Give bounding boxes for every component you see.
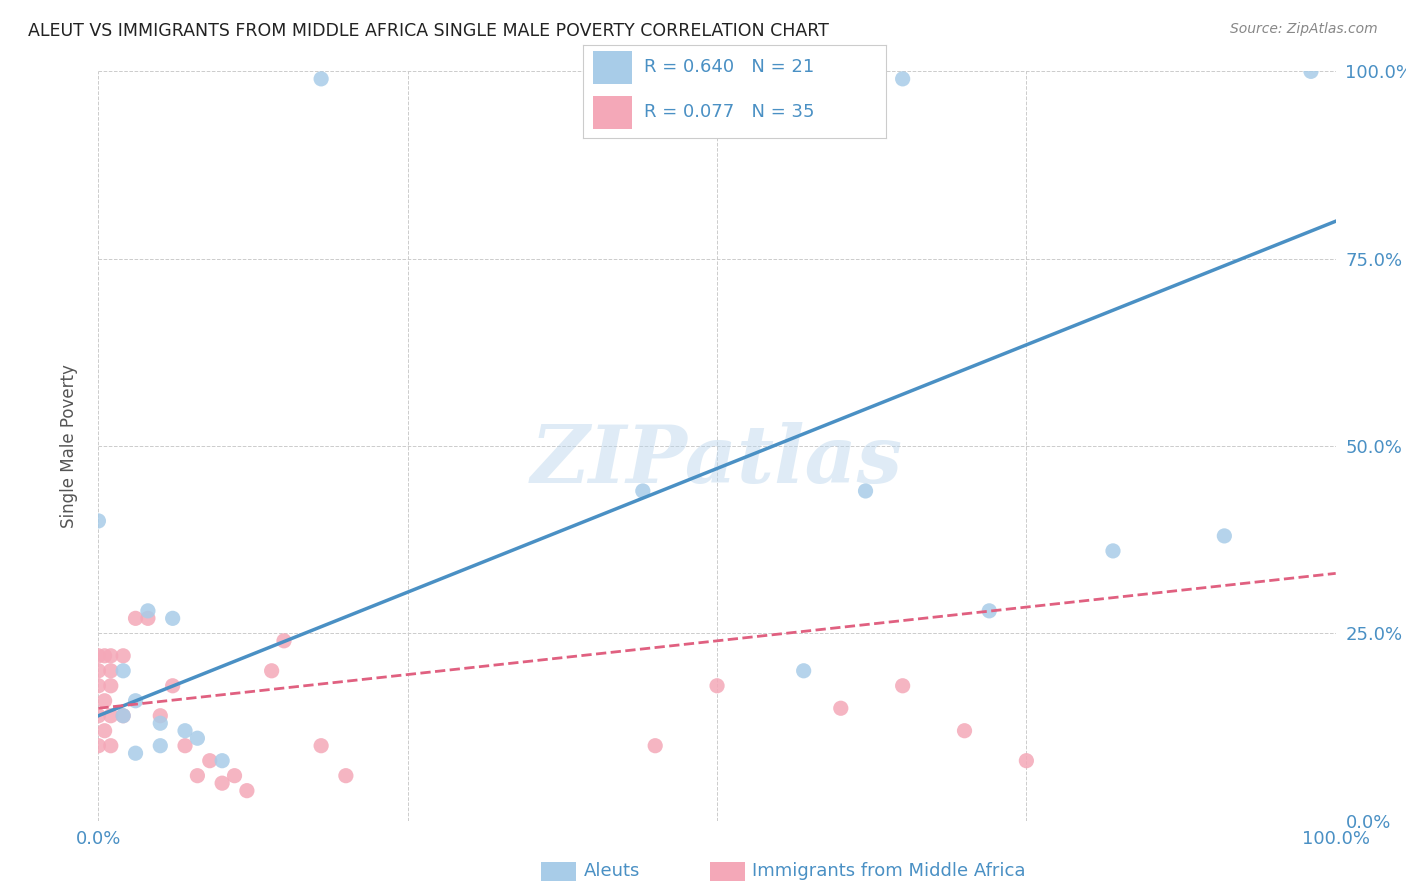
Y-axis label: Single Male Poverty: Single Male Poverty: [59, 364, 77, 528]
Point: [112, 708, 135, 723]
Point: [87, 739, 110, 753]
Point: [1213, 529, 1236, 543]
Point: [124, 611, 146, 625]
Point: [186, 731, 208, 746]
Point: [953, 723, 976, 738]
Point: [149, 739, 172, 753]
Point: [112, 708, 135, 723]
FancyBboxPatch shape: [592, 96, 631, 129]
Point: [87, 664, 110, 678]
Point: [273, 633, 295, 648]
Point: [174, 739, 197, 753]
Point: [93, 723, 115, 738]
Point: [124, 746, 146, 760]
Point: [112, 664, 135, 678]
Point: [260, 664, 283, 678]
Point: [93, 694, 115, 708]
Text: ZIPatlas: ZIPatlas: [531, 422, 903, 500]
Point: [830, 701, 852, 715]
Text: ALEUT VS IMMIGRANTS FROM MIDDLE AFRICA SINGLE MALE POVERTY CORRELATION CHART: ALEUT VS IMMIGRANTS FROM MIDDLE AFRICA S…: [28, 22, 830, 40]
Point: [100, 664, 122, 678]
Point: [100, 679, 122, 693]
Point: [1299, 64, 1322, 78]
Point: [309, 71, 332, 86]
Point: [1015, 754, 1038, 768]
Text: R = 0.640   N = 21: R = 0.640 N = 21: [644, 58, 814, 76]
Point: [100, 708, 122, 723]
Text: Source: ZipAtlas.com: Source: ZipAtlas.com: [1230, 22, 1378, 37]
Point: [211, 776, 233, 790]
Point: [136, 611, 159, 625]
Point: [979, 604, 1001, 618]
Point: [87, 679, 110, 693]
Point: [87, 708, 110, 723]
Point: [112, 648, 135, 663]
Point: [136, 604, 159, 618]
Point: [335, 769, 357, 783]
Point: [236, 783, 259, 797]
Point: [100, 648, 122, 663]
Point: [891, 71, 914, 86]
Point: [162, 611, 184, 625]
Point: [631, 483, 654, 498]
Point: [149, 716, 172, 731]
Point: [211, 754, 233, 768]
Text: R = 0.077   N = 35: R = 0.077 N = 35: [644, 103, 814, 121]
FancyBboxPatch shape: [592, 51, 631, 84]
Point: [87, 648, 110, 663]
Point: [1102, 544, 1125, 558]
Point: [124, 694, 146, 708]
Point: [87, 514, 110, 528]
Point: [93, 648, 115, 663]
Point: [224, 769, 246, 783]
Point: [198, 754, 221, 768]
Point: [855, 483, 877, 498]
Text: Immigrants from Middle Africa: Immigrants from Middle Africa: [752, 863, 1026, 880]
Point: [100, 739, 122, 753]
Point: [162, 679, 184, 693]
Point: [186, 769, 208, 783]
Point: [891, 679, 914, 693]
Point: [149, 708, 172, 723]
Point: [706, 679, 728, 693]
Point: [644, 739, 666, 753]
Point: [309, 739, 332, 753]
Text: Aleuts: Aleuts: [583, 863, 640, 880]
Point: [174, 723, 197, 738]
Point: [793, 664, 815, 678]
